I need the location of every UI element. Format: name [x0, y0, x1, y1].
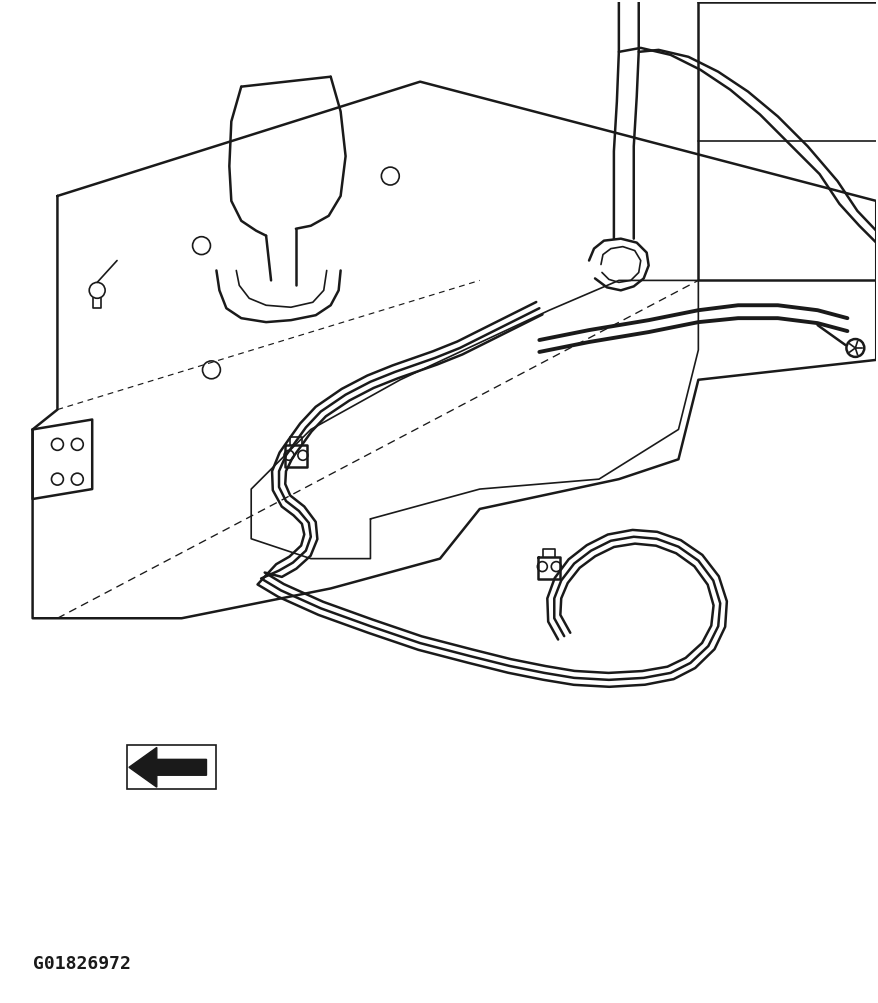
Polygon shape [129, 747, 206, 787]
Bar [126, 745, 216, 789]
Text: G01826972: G01826972 [32, 954, 130, 972]
